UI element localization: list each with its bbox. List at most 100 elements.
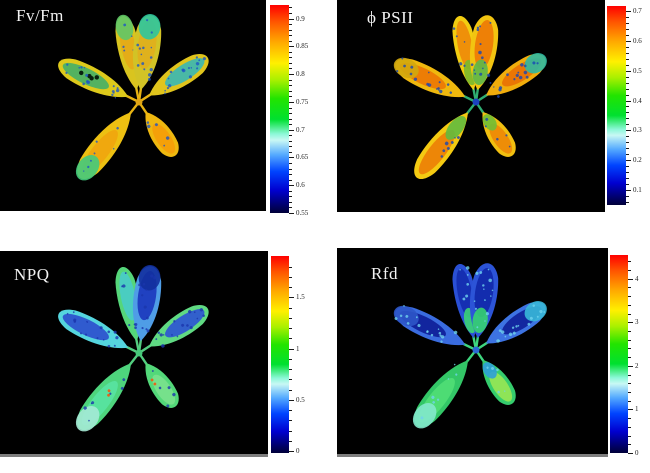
colorbar-minor-tick: [289, 68, 292, 70]
colorbar-major-tick: [626, 40, 631, 42]
colorbar-minor-tick: [626, 22, 629, 24]
colorbar-minor-tick: [289, 440, 292, 442]
colorbar-minor-tick: [289, 7, 292, 9]
colorbar-minor-tick: [626, 64, 629, 66]
colorbar-minor-tick: [626, 52, 629, 54]
colorbar-tick-label: 0.1: [633, 186, 642, 195]
colorbar-minor-tick: [289, 266, 292, 268]
colorbar-minor-tick: [289, 420, 292, 422]
panel-title: ϕ PSII: [367, 8, 414, 27]
colorbar-minor-tick: [626, 112, 629, 114]
colorbar-minor-tick: [289, 168, 292, 170]
colorbar-tick-label: 4: [635, 274, 639, 283]
plant-rosette-image: [393, 15, 547, 179]
colorbar-major-tick: [626, 130, 631, 132]
colorbar-minor-tick: [628, 444, 631, 446]
colorbar-minor-tick: [289, 162, 292, 164]
colorbar-major-tick: [628, 322, 633, 324]
rosette: [58, 264, 209, 432]
colorbar-minor-tick: [626, 82, 629, 84]
colorbar-major-tick: [628, 278, 633, 280]
colorbar-psii: 0.7 0.6 0.5 0.4 0.3 0.2 0.1: [607, 6, 642, 205]
colorbar-minor-tick: [289, 113, 292, 115]
colorbar-minor-tick: [628, 383, 631, 385]
colorbar-tick-label: 0.5: [296, 395, 305, 404]
colorbar-minor-tick: [626, 136, 629, 138]
colorbar-minor-tick: [289, 328, 292, 330]
panel-npq: NPQ: [0, 251, 268, 457]
colorbar-tick-label: 2: [635, 361, 639, 370]
leaf: [58, 309, 129, 349]
colorbar-minor-tick: [626, 178, 629, 180]
colorbar-major-tick: [289, 451, 294, 453]
panel-fvfm: Fv/Fm: [0, 0, 266, 211]
leaf: [132, 13, 162, 91]
colorbar-tick-label: 0.7: [633, 6, 642, 15]
colorbar-minor-tick: [626, 76, 629, 78]
colorbar-major-tick: [289, 157, 294, 159]
colorbar-minor-tick: [289, 317, 292, 319]
colorbar-minor-tick: [289, 174, 292, 176]
colorbar-minor-tick: [626, 172, 629, 174]
colorbar-gradient: [607, 6, 626, 205]
colorbar-minor-tick: [626, 202, 629, 203]
rosette-center: [472, 346, 480, 354]
colorbar-minor-tick: [626, 46, 629, 48]
panel-psii: ϕ PSII: [337, 0, 605, 212]
colorbar-tick-label: 0.6: [296, 181, 305, 190]
panel-rfd: Rfd: [337, 248, 608, 457]
colorbar-minor-tick: [626, 154, 629, 156]
colorbar-minor-tick: [628, 400, 631, 402]
colorbar-minor-tick: [628, 304, 631, 306]
colorbar-minor-tick: [289, 146, 292, 148]
colorbar-minor-tick: [289, 118, 292, 120]
colorbar-major-tick: [289, 213, 294, 214]
colorbar-minor-tick: [289, 85, 292, 87]
colorbar-tick-label: 0: [296, 447, 300, 456]
colorbar-minor-tick: [289, 62, 292, 64]
colorbar-minor-tick: [289, 287, 292, 289]
colorbar-gradient: [610, 255, 628, 453]
plant-rosette-image: [393, 263, 547, 429]
leaf: [393, 305, 466, 346]
colorbar-minor-tick: [628, 296, 631, 298]
colorbar-major-tick: [626, 10, 631, 12]
colorbar-minor-tick: [626, 94, 629, 96]
colorbar-minor-tick: [289, 179, 292, 181]
colorbar-tick-label: 0: [635, 449, 639, 457]
colorbar-minor-tick: [628, 357, 631, 359]
colorbar-minor-tick: [628, 426, 631, 428]
leaf: [469, 263, 499, 339]
colorbar-minor-tick: [289, 96, 292, 98]
leaf: [149, 305, 209, 348]
colorbar-minor-tick: [626, 16, 629, 18]
leaf: [132, 264, 162, 342]
colorbar-major-tick: [289, 129, 294, 131]
leaf: [75, 112, 131, 181]
leaf: [482, 359, 516, 405]
colorbar-minor-tick: [289, 410, 292, 412]
colorbar-tick-label: 1.5: [296, 293, 305, 302]
colorbar-major-tick: [289, 348, 294, 350]
colorbar-minor-tick: [289, 135, 292, 137]
colorbar-minor-tick: [289, 196, 292, 198]
colorbar-minor-tick: [289, 140, 292, 142]
colorbar-minor-tick: [628, 331, 631, 333]
colorbar-minor-tick: [289, 40, 292, 42]
colorbar-major-tick: [628, 365, 633, 367]
colorbar-minor-tick: [628, 435, 631, 437]
colorbar-rfd: 4 3 2 1 0: [610, 255, 639, 457]
colorbar-minor-tick: [289, 107, 292, 109]
rosette-center: [472, 98, 480, 106]
colorbar-tick-label: 0.85: [296, 42, 309, 51]
leaf: [393, 57, 466, 98]
leaf: [486, 301, 547, 344]
colorbar-major-tick: [289, 46, 294, 48]
colorbar-minor-tick: [289, 57, 292, 59]
rosette: [393, 15, 547, 179]
colorbar-minor-tick: [289, 307, 292, 309]
colorbar-minor-tick: [626, 106, 629, 108]
colorbar-minor-tick: [626, 166, 629, 168]
colorbar-minor-tick: [289, 151, 292, 153]
